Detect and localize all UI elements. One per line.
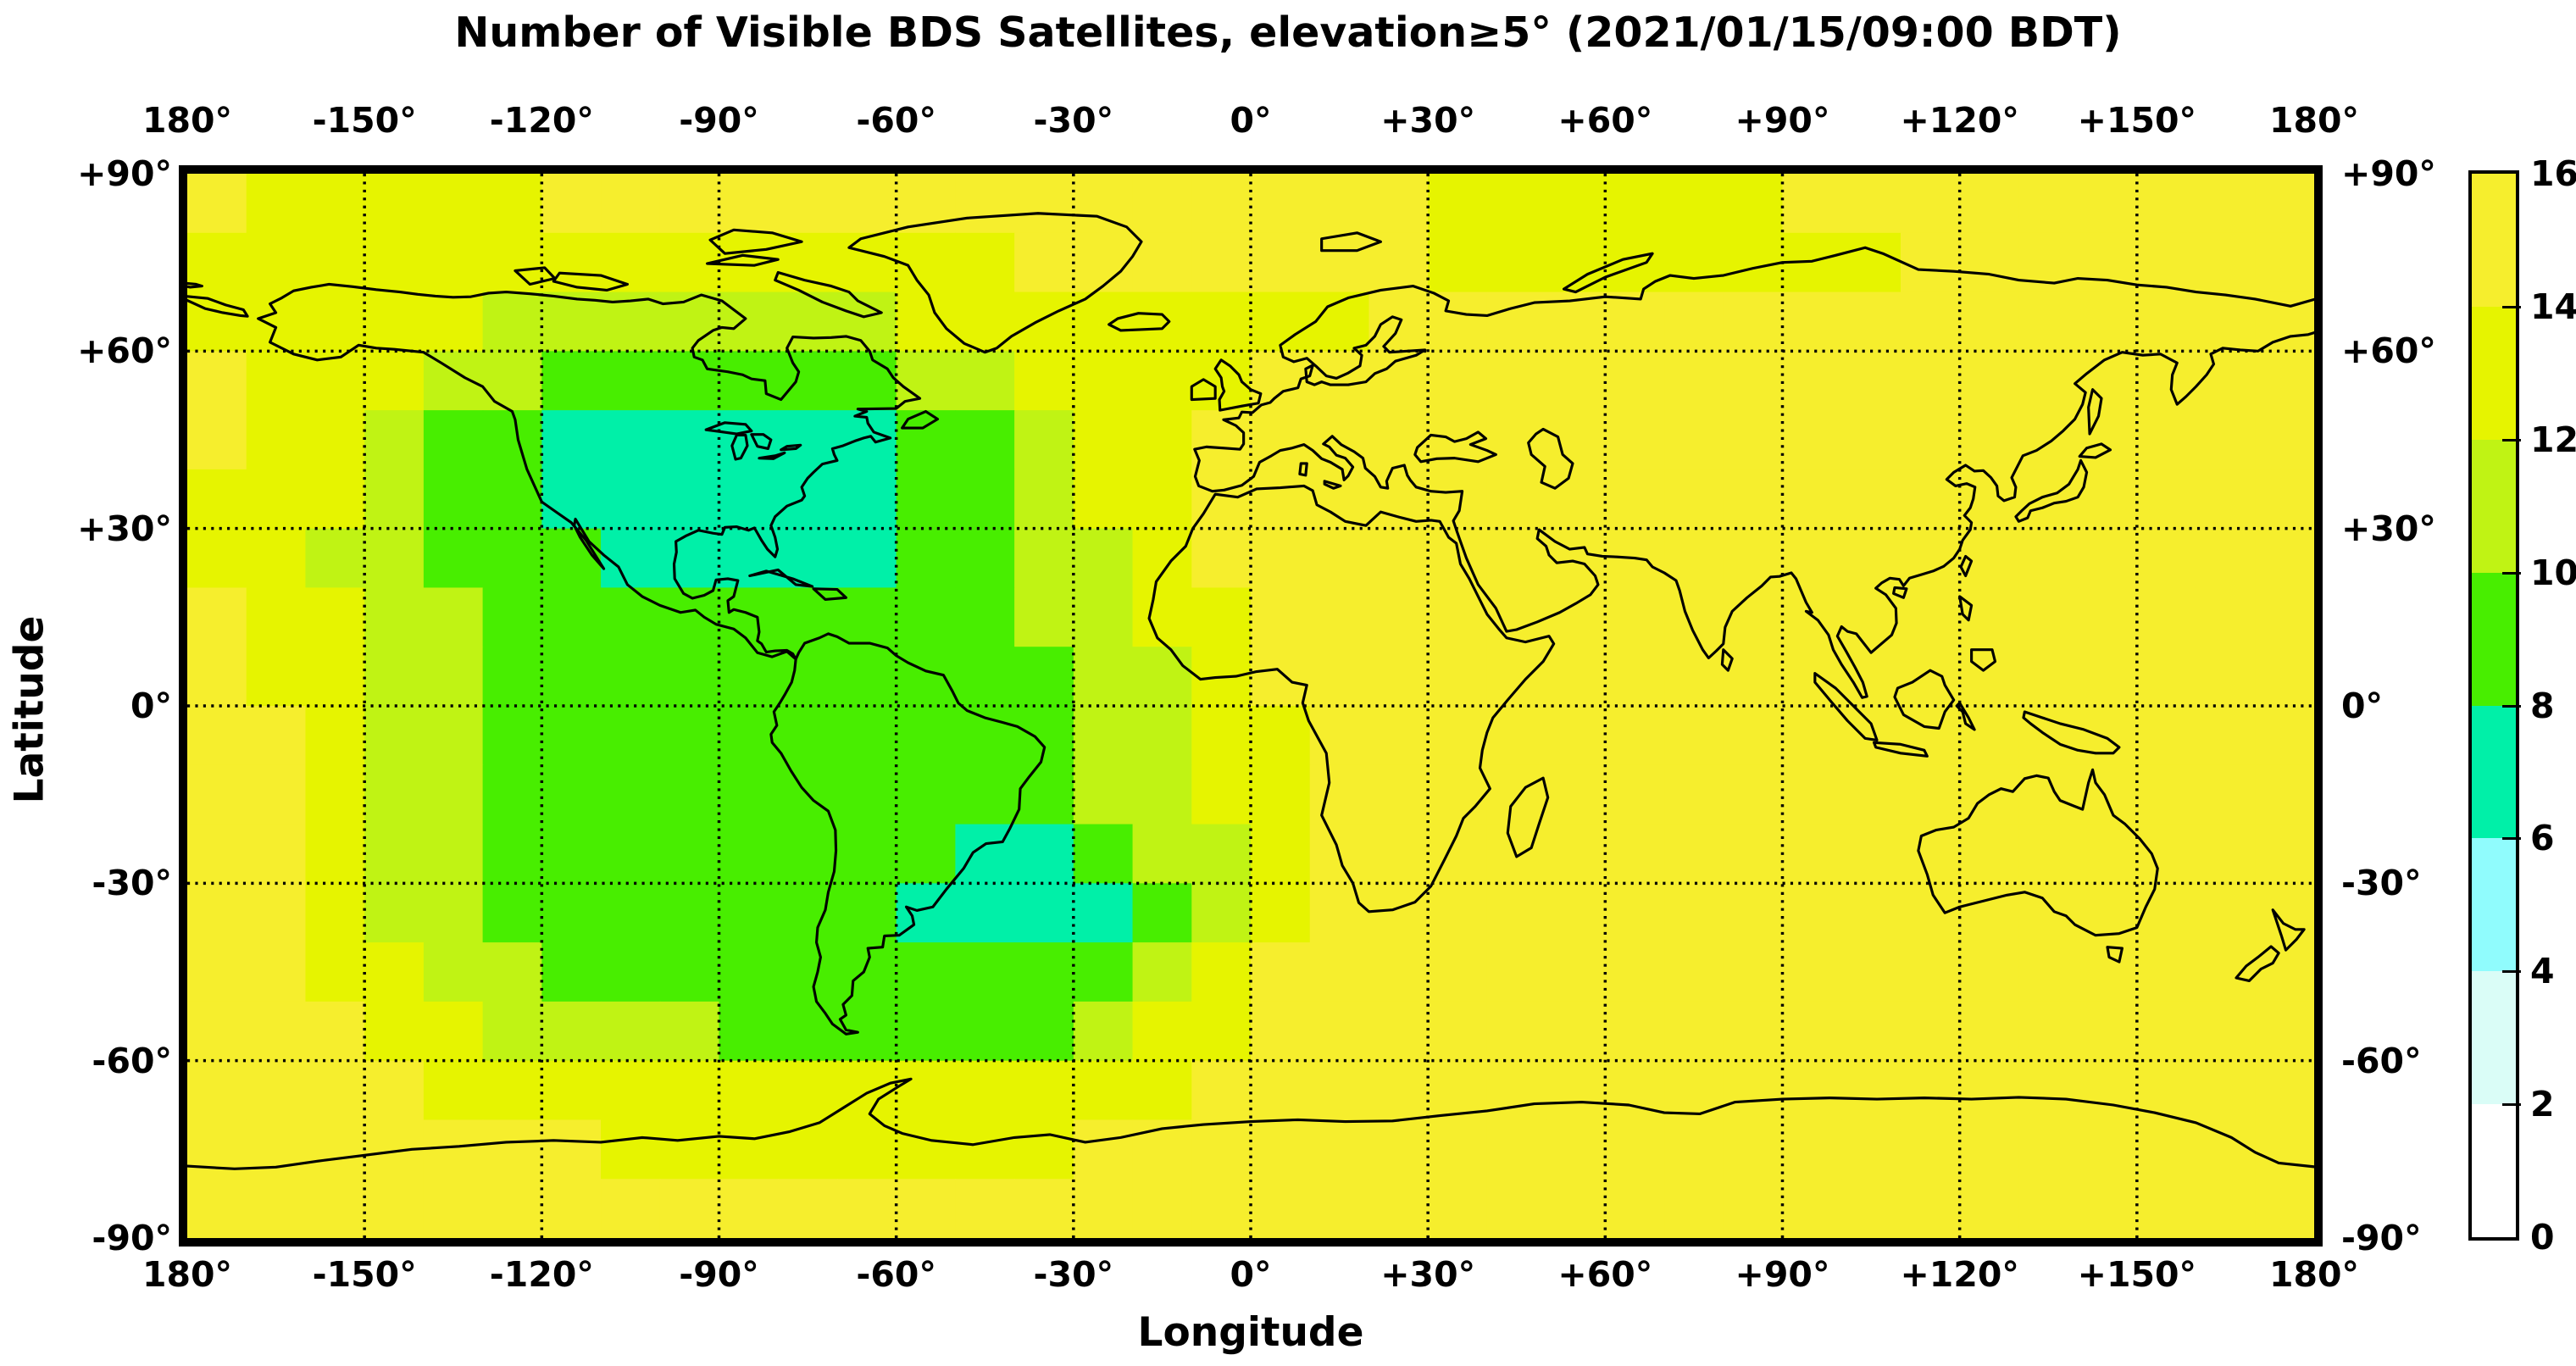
longitude-tick-label: +60° <box>1557 100 1653 141</box>
longitude-tick-label: +90° <box>1735 100 1830 141</box>
longitude-tick-label: -30° <box>1033 100 1114 141</box>
colorbar-tick-label: 14 <box>2530 286 2576 327</box>
world-heatmap <box>187 174 2314 1238</box>
coastlines <box>187 212 2314 1170</box>
colorbar-tick-label: 2 <box>2530 1084 2555 1125</box>
colorbar-tick-label: 12 <box>2530 419 2576 460</box>
longitude-tick-label: 0° <box>1230 1254 1272 1295</box>
colorbar-segment <box>2472 306 2516 440</box>
x-axis-title: Longitude <box>1137 1309 1364 1356</box>
colorbar-tick-label: 0 <box>2530 1217 2555 1258</box>
latitude-tick-label: +90° <box>77 153 172 194</box>
map-plot-area <box>179 165 2323 1247</box>
colorbar-segment <box>2472 1104 2516 1237</box>
colorbar-tick-label: 8 <box>2530 685 2555 726</box>
longitude-tick-label: -90° <box>679 100 759 141</box>
colorbar-segment <box>2472 838 2516 972</box>
latitude-tick-label: -60° <box>92 1040 172 1081</box>
heatmap-cells <box>187 174 2314 1238</box>
latitude-tick-label: -60° <box>2341 1040 2422 1081</box>
colorbar-tick-mark <box>2502 704 2521 708</box>
colorbar-segment <box>2472 572 2516 706</box>
longitude-tick-label: -150° <box>312 1254 417 1295</box>
longitude-tick-label: +150° <box>2077 1254 2197 1295</box>
latitude-tick-label: 0° <box>2341 686 2384 726</box>
longitude-tick-label: +90° <box>1735 1254 1830 1295</box>
y-axis-title: Latitude <box>6 615 53 804</box>
latitude-tick-label: +60° <box>2341 330 2436 372</box>
longitude-tick-label: 180° <box>2268 100 2360 141</box>
graticule-gridlines <box>187 174 2314 1238</box>
latitude-tick-label: +90° <box>2341 153 2436 194</box>
longitude-tick-label: -90° <box>679 1254 759 1295</box>
latitude-tick-label: +60° <box>77 330 172 372</box>
colorbar-tick-label: 10 <box>2530 552 2576 593</box>
colorbar-tick-mark <box>2502 438 2521 441</box>
longitude-tick-label: +60° <box>1557 1254 1653 1295</box>
longitude-tick-label: +30° <box>1380 100 1476 141</box>
colorbar-segment <box>2472 439 2516 573</box>
latitude-tick-label: -90° <box>92 1218 172 1258</box>
latitude-tick-label: -90° <box>2341 1218 2422 1258</box>
figure-title: Number of Visible BDS Satellites, elevat… <box>454 8 2122 57</box>
longitude-tick-label: +150° <box>2077 100 2197 141</box>
colorbar-segment <box>2472 174 2516 307</box>
longitude-tick-label: +120° <box>1900 100 2019 141</box>
longitude-tick-label: 0° <box>1230 100 1272 141</box>
colorbar-tick-mark <box>2502 305 2521 308</box>
colorbar-tick-mark <box>2502 970 2521 974</box>
longitude-tick-label: -60° <box>856 100 936 141</box>
colorbar-tick-label: 4 <box>2530 951 2555 992</box>
latitude-tick-label: -30° <box>92 863 172 904</box>
colorbar-segment <box>2472 971 2516 1105</box>
longitude-tick-label: 180° <box>142 100 233 141</box>
colorbar-tick-label: 16 <box>2530 153 2576 194</box>
longitude-tick-label: -120° <box>489 1254 594 1295</box>
colorbar-segment <box>2472 705 2516 839</box>
colorbar-tick-mark <box>2502 1103 2521 1107</box>
latitude-tick-label: +30° <box>77 508 172 549</box>
latitude-tick-label: +30° <box>2341 508 2436 549</box>
colorbar-tick-mark <box>2502 571 2521 575</box>
colorbar-tick-mark <box>2502 837 2521 841</box>
longitude-tick-label: +120° <box>1900 1254 2019 1295</box>
longitude-tick-label: 180° <box>2268 1254 2360 1295</box>
longitude-tick-label: 180° <box>142 1254 233 1295</box>
longitude-tick-label: +30° <box>1380 1254 1476 1295</box>
longitude-tick-label: -120° <box>489 100 594 141</box>
colorbar-tick-label: 6 <box>2530 818 2555 859</box>
latitude-tick-label: -30° <box>2341 863 2422 904</box>
longitude-tick-label: -30° <box>1033 1254 1114 1295</box>
longitude-tick-label: -60° <box>856 1254 936 1295</box>
latitude-tick-label: 0° <box>130 686 172 726</box>
longitude-tick-label: -150° <box>312 100 417 141</box>
